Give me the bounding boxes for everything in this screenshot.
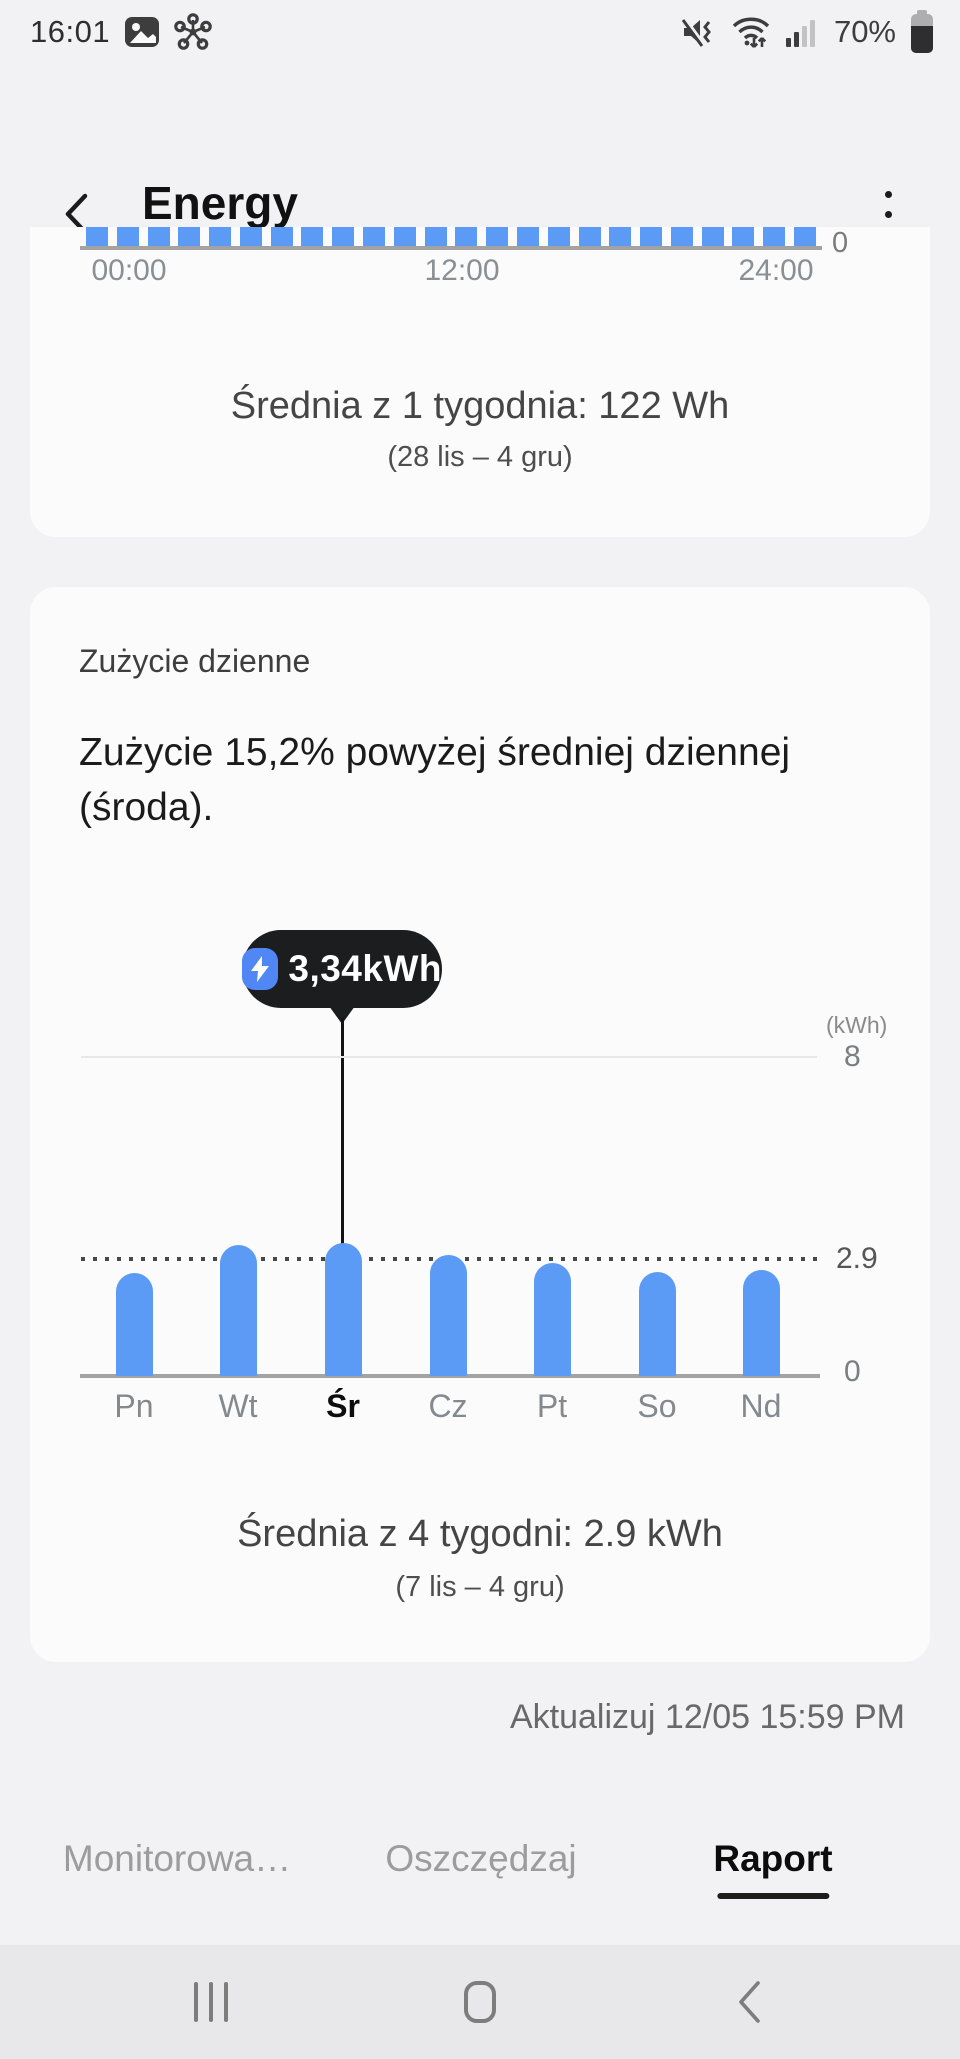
hourly-bar[interactable] <box>147 227 170 246</box>
hourly-bar[interactable] <box>393 227 416 246</box>
tab-label: Raport <box>713 1838 833 1879</box>
hourly-tick-label: 00:00 <box>91 254 167 287</box>
weekly-average-text: Średnia z 1 tygodnia: 122 Wh <box>230 385 730 427</box>
y-axis-zero-label: 0 <box>844 1355 861 1388</box>
daily-bar-Cz[interactable] <box>430 1255 467 1376</box>
hourly-bar[interactable] <box>486 227 509 246</box>
android-nav-bar <box>0 1945 960 2059</box>
daily-bar-Pt[interactable] <box>534 1263 571 1376</box>
mute-vibrate-icon <box>680 14 716 50</box>
y-axis-average-label: 2.9 <box>836 1242 878 1275</box>
gridline-8kwh <box>81 1056 817 1058</box>
tooltip-pointer-line <box>341 1018 344 1244</box>
tab-raport[interactable]: Raport <box>713 1838 833 1899</box>
day-label-Cz[interactable]: Cz <box>428 1388 468 1424</box>
hourly-tick-label: 24:00 <box>738 254 814 287</box>
daily-x-axis <box>80 1374 820 1378</box>
tab-monitorowa[interactable]: Monitorowa… <box>63 1838 291 1880</box>
hourly-bar[interactable] <box>239 227 262 246</box>
tab-label: Oszczędzaj <box>385 1838 577 1879</box>
home-button[interactable] <box>420 1945 540 2059</box>
page-title: Energy <box>142 177 298 229</box>
gallery-icon <box>124 16 160 48</box>
hourly-bar[interactable] <box>209 227 232 246</box>
daily-bar-Wt[interactable] <box>220 1245 257 1376</box>
day-label-Wt[interactable]: Wt <box>218 1388 258 1424</box>
daily-section-title: Zużycie dzienne <box>79 643 311 679</box>
hourly-x-axis <box>80 246 822 250</box>
back-button[interactable] <box>48 182 104 246</box>
wifi-icon <box>730 13 772 51</box>
status-bar: 16:01 <box>0 0 960 64</box>
share-hub-icon <box>174 13 212 51</box>
hourly-bar[interactable] <box>332 227 355 246</box>
hourly-bar[interactable] <box>670 227 693 246</box>
hourly-usage-card: 0 00:00 12:00 24:00 Średnia z 1 tygodnia: … <box>30 227 930 537</box>
bottom-tabs: Monitorowa… Oszczędzaj Raport <box>0 1838 960 1918</box>
y-axis-unit-label: (kWh) <box>826 1012 888 1038</box>
hourly-bar[interactable] <box>455 227 478 246</box>
daily-usage-card: Zużycie dzienne Zużycie 15,2% powyżej śr… <box>30 587 930 1662</box>
hourly-axis-ticks: 00:00 12:00 24:00 <box>30 254 930 294</box>
last-updated-label: Aktualizuj 12/05 15:59 PM <box>509 1698 905 1736</box>
hourly-tick-label: 12:00 <box>424 254 500 287</box>
battery-percent: 70% <box>833 14 896 49</box>
hourly-bar[interactable] <box>732 227 755 246</box>
y-axis-max-label: 8 <box>844 1040 861 1073</box>
daily-insight-message: Zużycie 15,2% powyżej średniej dziennej … <box>79 731 791 829</box>
monthly-average-text: Średnia z 4 tygodni: 2.9 kWh <box>237 1513 723 1555</box>
hourly-bar[interactable] <box>609 227 632 246</box>
recents-button[interactable] <box>151 1945 271 2059</box>
weekly-average-range: (28 lis – 4 gru) <box>387 441 573 473</box>
hourly-bar[interactable] <box>793 227 816 246</box>
home-icon <box>464 1981 496 2023</box>
hourly-bar[interactable] <box>116 227 139 246</box>
hourly-bar[interactable] <box>516 227 539 246</box>
day-label-Śr[interactable]: Śr <box>326 1388 360 1424</box>
tab-oszczdzaj[interactable]: Oszczędzaj <box>385 1838 576 1880</box>
active-tab-underline <box>716 1893 829 1899</box>
hourly-bar[interactable] <box>763 227 786 246</box>
hourly-bar[interactable] <box>363 227 386 246</box>
bar-value-tooltip: 3,34kWh <box>242 930 442 1008</box>
hourly-bar[interactable] <box>270 227 293 246</box>
daily-bar-So[interactable] <box>639 1272 676 1376</box>
nav-back-icon <box>736 1980 762 2024</box>
tooltip-value: 3,34kWh <box>288 948 442 989</box>
hourly-bar[interactable] <box>86 227 108 246</box>
nav-back-button[interactable] <box>689 1945 809 2059</box>
hourly-bar[interactable] <box>578 227 601 246</box>
clock: 16:01 <box>30 14 111 49</box>
app-header: Energy <box>0 64 960 238</box>
hourly-bar[interactable] <box>547 227 570 246</box>
hourly-bar[interactable] <box>178 227 201 246</box>
day-label-Pn[interactable]: Pn <box>114 1388 154 1424</box>
hourly-bar[interactable] <box>424 227 447 246</box>
hourly-bar[interactable] <box>701 227 724 246</box>
more-options-icon <box>884 190 892 198</box>
daily-bar-Nd[interactable] <box>743 1270 780 1376</box>
recents-icon <box>194 1982 228 2022</box>
daily-bar-Pn[interactable] <box>116 1273 153 1376</box>
hourly-bar-chart <box>86 227 816 246</box>
monthly-average-range: (7 lis – 4 gru) <box>395 1571 565 1603</box>
signal-icon <box>785 16 818 48</box>
day-label-Nd[interactable]: Nd <box>740 1388 782 1424</box>
battery-icon <box>910 10 934 54</box>
tab-label: Monitorowa… <box>62 1838 292 1879</box>
day-label-Pt[interactable]: Pt <box>536 1388 568 1424</box>
lightning-icon <box>242 948 279 990</box>
hourly-bar[interactable] <box>301 227 324 246</box>
day-label-So[interactable]: So <box>637 1388 677 1424</box>
hourly-axis-zero-label: 0 <box>832 227 849 259</box>
daily-bar-Śr[interactable] <box>325 1243 362 1376</box>
hourly-bar[interactable] <box>640 227 663 246</box>
